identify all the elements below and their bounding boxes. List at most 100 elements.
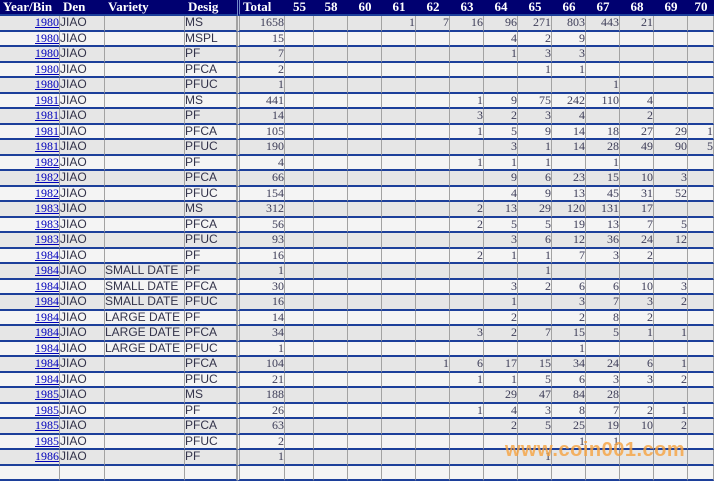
year-link[interactable]: 1980	[35, 78, 59, 92]
grade-58-cell	[314, 357, 348, 373]
desig-cell: PF	[185, 248, 237, 264]
grade-65-cell: 3	[518, 47, 552, 63]
grade-69-cell	[654, 78, 688, 94]
year-link[interactable]: 1985	[35, 434, 59, 448]
grade-60-cell	[348, 357, 382, 373]
grade-62-cell	[416, 109, 450, 125]
year-link[interactable]: 1984	[35, 295, 59, 309]
grade-61-cell	[382, 31, 416, 47]
year-link[interactable]: 1981	[35, 109, 59, 123]
den-cell: JIAO	[60, 450, 105, 466]
total-cell: 190	[237, 140, 285, 156]
year-cell: 1983	[0, 233, 60, 249]
desig-cell: PFUC	[185, 140, 237, 156]
year-link[interactable]: 1984	[35, 279, 59, 293]
table-row: 1985 JIAO PF 26 1 4 3 8 7 2 1	[0, 403, 714, 419]
den-cell: JIAO	[60, 93, 105, 109]
year-link[interactable]: 1984	[35, 264, 59, 278]
year-cell: 1984	[0, 264, 60, 280]
grade-63-cell	[450, 264, 484, 280]
grade-61-cell	[382, 450, 416, 466]
table-row: 1984 JIAO LARGE DATE PF 14 2 2 8 2	[0, 310, 714, 326]
year-cell: 1980	[0, 16, 60, 32]
grade-67-cell	[586, 264, 620, 280]
grade-61-cell	[382, 202, 416, 218]
grade-65-cell	[518, 310, 552, 326]
grade-65-cell: 3	[518, 403, 552, 419]
empty-cell	[314, 465, 348, 481]
grade-61-cell	[382, 357, 416, 373]
grade-70-cell	[688, 233, 714, 249]
grade-69-cell	[654, 248, 688, 264]
year-link[interactable]: 1980	[35, 16, 59, 30]
grade-55-cell	[285, 248, 314, 264]
year-link[interactable]: 1980	[35, 31, 59, 45]
den-cell: JIAO	[60, 171, 105, 187]
grade-55-cell	[285, 357, 314, 373]
grade-63-cell	[450, 310, 484, 326]
grade-67-cell	[586, 47, 620, 63]
table-row: 1981 JIAO PF 14 3 2 3 4 2	[0, 109, 714, 125]
grade-68-cell	[620, 434, 654, 450]
grade-68-cell: 6	[620, 357, 654, 373]
year-link[interactable]: 1981	[35, 140, 59, 154]
grade-68-cell: 4	[620, 93, 654, 109]
grade-65-cell: 1	[518, 140, 552, 156]
desig-cell: MS	[185, 93, 237, 109]
grade-63-cell	[450, 47, 484, 63]
year-link[interactable]: 1982	[35, 155, 59, 169]
den-cell: JIAO	[60, 357, 105, 373]
year-link[interactable]: 1984	[35, 372, 59, 386]
grade-65-cell: 1	[518, 155, 552, 171]
year-link[interactable]: 1985	[35, 403, 59, 417]
grade-66-cell: 3	[552, 47, 586, 63]
year-cell: 1985	[0, 403, 60, 419]
grade-55-cell	[285, 264, 314, 280]
grade-63-cell	[450, 31, 484, 47]
year-link[interactable]: 1984	[35, 341, 59, 355]
grade-62-cell	[416, 403, 450, 419]
grade-55-cell	[285, 419, 314, 435]
year-link[interactable]: 1981	[35, 124, 59, 138]
grade-70-cell	[688, 186, 714, 202]
year-link[interactable]: 1982	[35, 186, 59, 200]
year-link[interactable]: 1982	[35, 171, 59, 185]
year-link[interactable]: 1980	[35, 62, 59, 76]
year-link[interactable]: 1985	[35, 388, 59, 402]
grade-58-cell	[314, 233, 348, 249]
grade-62-cell	[416, 264, 450, 280]
grade-64-cell: 3	[484, 140, 518, 156]
year-cell: 1984	[0, 357, 60, 373]
year-link[interactable]: 1983	[35, 217, 59, 231]
grade-69-cell: 52	[654, 186, 688, 202]
year-cell: 1985	[0, 434, 60, 450]
table-row: 1985 JIAO MS 188 29 47 84 28	[0, 388, 714, 404]
grade-61-cell	[382, 310, 416, 326]
grade-66-cell: 242	[552, 93, 586, 109]
year-link[interactable]: 1985	[35, 419, 59, 433]
grade-64-cell: 4	[484, 31, 518, 47]
desig-cell: PFCA	[185, 124, 237, 140]
grade-62-cell	[416, 171, 450, 187]
grade-64-cell: 1	[484, 248, 518, 264]
desig-cell: PFCA	[185, 419, 237, 435]
year-link[interactable]: 1984	[35, 357, 59, 371]
grade-66-cell	[552, 450, 586, 466]
grade-62-cell	[416, 217, 450, 233]
year-link[interactable]: 1983	[35, 202, 59, 216]
year-link[interactable]: 1981	[35, 93, 59, 107]
year-link[interactable]: 1980	[35, 47, 59, 61]
year-link[interactable]: 1984	[35, 248, 59, 262]
year-link[interactable]: 1986	[35, 450, 59, 464]
year-link[interactable]: 1984	[35, 310, 59, 324]
year-link[interactable]: 1984	[35, 326, 59, 340]
total-cell: 1	[237, 341, 285, 357]
grade-55-cell	[285, 450, 314, 466]
grade-60-cell	[348, 31, 382, 47]
grade-55-cell	[285, 93, 314, 109]
grade-62-cell	[416, 140, 450, 156]
grade-61-cell: 1	[382, 16, 416, 32]
grade-69-cell: 2	[654, 419, 688, 435]
column-header-year-bin: Year/Bin	[0, 0, 60, 16]
year-link[interactable]: 1983	[35, 233, 59, 247]
